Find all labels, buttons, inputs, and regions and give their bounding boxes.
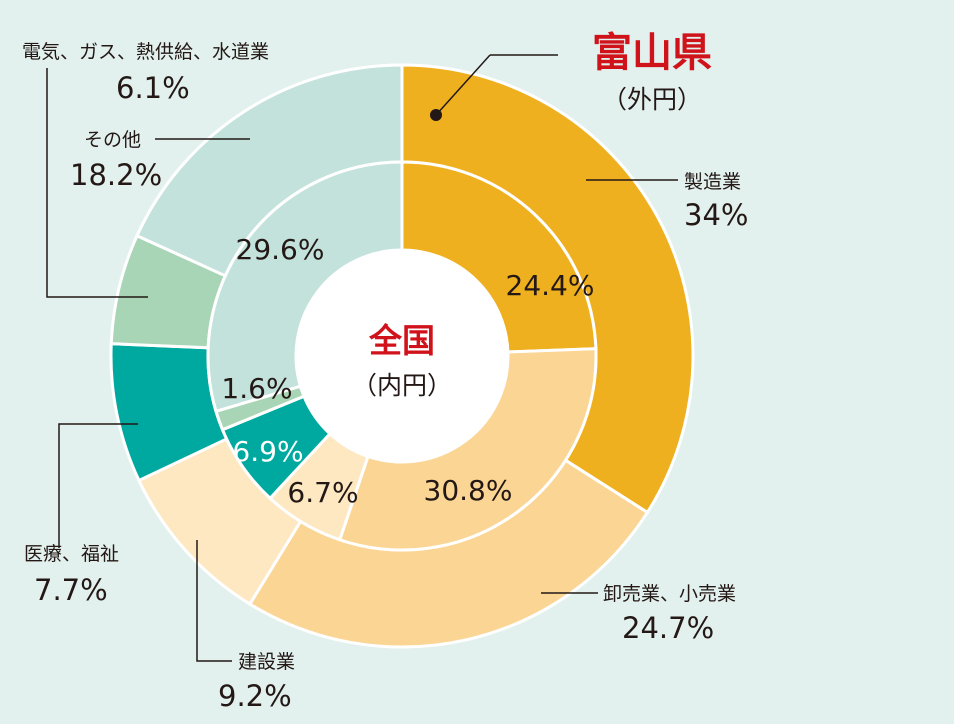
inner-title: 全国 xyxy=(368,321,435,360)
outer-label-wholesale: 24.7% xyxy=(622,611,714,645)
outer-title: 富山県 xyxy=(592,30,712,76)
outer-name-construction: 建設業 xyxy=(238,651,295,673)
center-hole xyxy=(296,250,508,462)
inner-label-manufacturing: 24.4% xyxy=(506,269,595,302)
outer-label-utilities: 6.1% xyxy=(116,71,190,105)
leader-utilities xyxy=(46,68,148,298)
inner-subtitle: （内円） xyxy=(352,371,452,400)
inner-label-wholesale: 30.8% xyxy=(424,474,513,507)
inner-label-utilities: 1.6% xyxy=(221,372,292,405)
outer-ring xyxy=(109,63,695,649)
inner-label-construction: 6.7% xyxy=(287,476,358,509)
leader-medical xyxy=(58,423,138,548)
outer-label-other: 18.2% xyxy=(70,158,162,192)
outer-label-medical: 7.7% xyxy=(34,573,108,607)
outer-name-other: その他 xyxy=(84,129,141,151)
leader-construction xyxy=(196,540,232,662)
outer-name-wholesale: 卸売業、小売業 xyxy=(603,583,736,605)
outer-label-construction: 9.2% xyxy=(218,679,292,713)
outer-subtitle: （外円） xyxy=(602,85,702,114)
outer-name-medical: 医療、福祉 xyxy=(24,543,119,565)
inner-label-other: 29.6% xyxy=(236,233,325,266)
outer-title-leader-diag xyxy=(435,54,491,116)
outer-label-manufacturing: 34% xyxy=(684,198,748,232)
inner-label-medical: 6.9% xyxy=(232,435,303,468)
inner-ring xyxy=(206,160,598,552)
outer-name-utilities: 電気、ガス、熱供給、水道業 xyxy=(22,41,269,63)
outer-name-manufacturing: 製造業 xyxy=(684,171,741,193)
outer-title-marker xyxy=(430,109,442,121)
